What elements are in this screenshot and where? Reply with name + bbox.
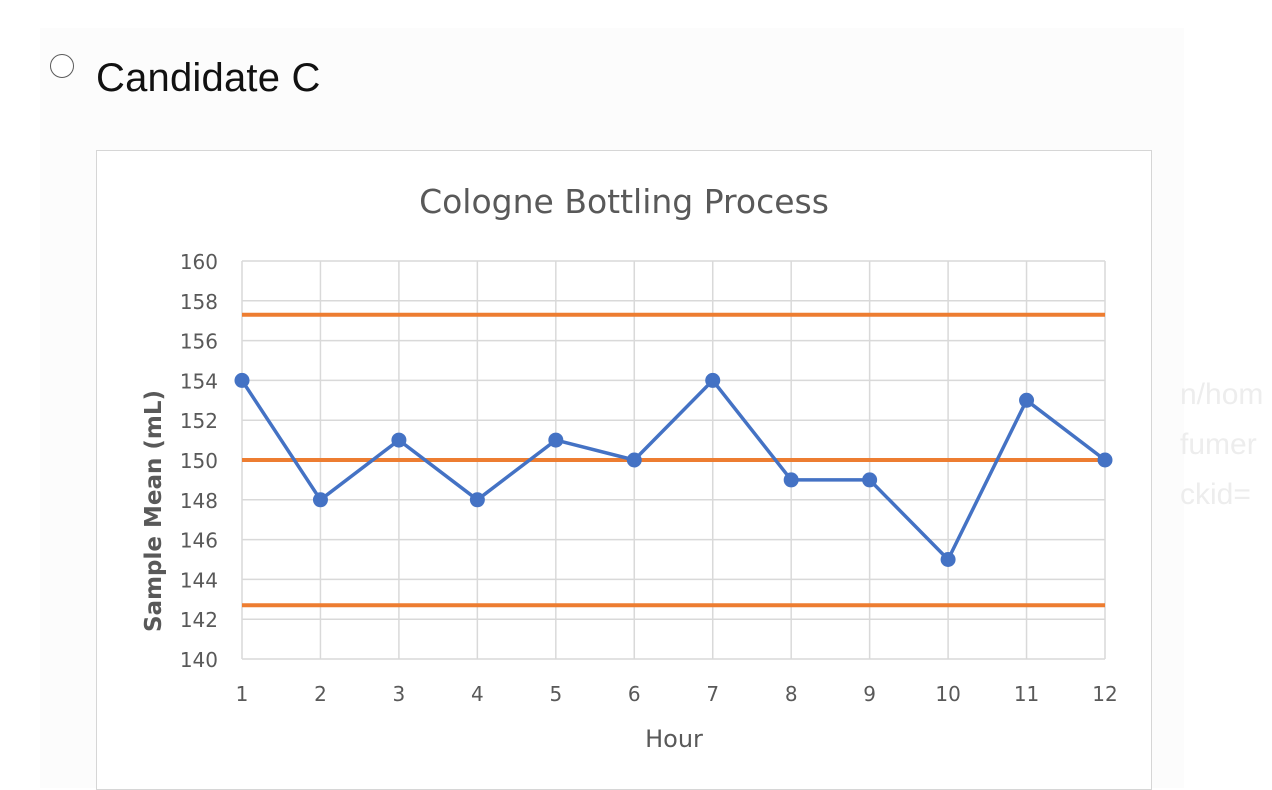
data-point (940, 552, 956, 567)
y-tick-label: 146 (180, 529, 218, 553)
line-chart: Cologne Bottling Process Hour Sample Mea… (141, 182, 1118, 753)
x-axis-label: Hour (645, 725, 703, 753)
data-point (312, 492, 328, 508)
data-point (234, 372, 250, 388)
y-tick-label: 148 (180, 489, 218, 513)
y-axis-label: Sample Mean (mL) (141, 390, 167, 632)
x-tick-label: 5 (549, 682, 562, 706)
data-point (783, 472, 799, 488)
x-tick-label: 7 (706, 682, 719, 706)
data-point (626, 452, 642, 468)
background-fragment: n/hom (1180, 378, 1264, 411)
background-fragment: ckid= (1180, 478, 1251, 511)
y-tick-label: 150 (180, 449, 218, 473)
x-tick-label: 9 (863, 682, 876, 706)
x-tick-label: 12 (1092, 682, 1117, 706)
y-tick-label: 142 (180, 608, 218, 632)
y-tick-label: 144 (180, 568, 218, 592)
answer-option-candidate-c[interactable]: Candidate C (50, 48, 321, 108)
y-tick-label: 152 (180, 409, 218, 433)
x-tick-label: 6 (628, 682, 641, 706)
data-point (862, 472, 878, 488)
y-tick-label: 154 (180, 369, 218, 393)
x-tick-label: 11 (1014, 682, 1039, 706)
data-point (1097, 452, 1113, 468)
data-point (469, 492, 485, 508)
x-tick-label: 8 (785, 682, 798, 706)
data-point (1019, 392, 1035, 408)
y-tick-label: 158 (180, 290, 218, 314)
sample-mean-line (240, 378, 1107, 562)
x-tick-label: 2 (314, 682, 327, 706)
x-tick-label: 10 (935, 682, 960, 706)
x-tick-label: 3 (393, 682, 406, 706)
background-fragment: fumer (1180, 428, 1257, 461)
x-tick-label: 4 (471, 682, 484, 706)
data-point (548, 432, 564, 448)
radio-button[interactable] (50, 54, 74, 78)
y-tick-label: 160 (180, 250, 218, 274)
chart-container: Cologne Bottling Process Hour Sample Mea… (96, 150, 1152, 790)
data-point (705, 372, 721, 388)
x-tick-label: 1 (236, 682, 249, 706)
data-point (391, 432, 407, 448)
chart-title: Cologne Bottling Process (419, 182, 829, 221)
option-label: Candidate C (96, 55, 321, 100)
y-tick-label: 156 (180, 330, 218, 354)
y-tick-label: 140 (180, 648, 218, 672)
